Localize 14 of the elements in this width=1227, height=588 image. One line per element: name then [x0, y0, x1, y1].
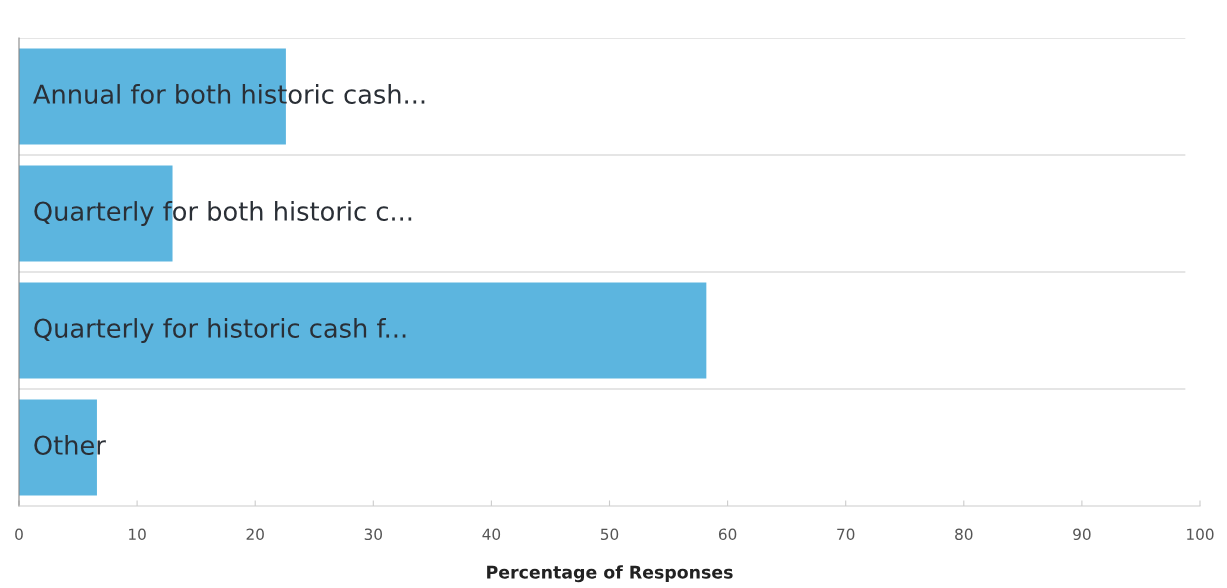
- x-tick-label: 80: [955, 528, 973, 541]
- x-tick-label: 40: [482, 528, 501, 541]
- x-tick-label: 10: [129, 528, 146, 541]
- y-tick-label: Quarterly for historic cash f...: [34, 318, 406, 343]
- x-tick-label: 50: [600, 528, 619, 541]
- x-tick-label: 60: [718, 528, 737, 541]
- x-tick-label: 90: [1073, 528, 1091, 541]
- x-axis-title: Percentage of Responses: [487, 565, 733, 583]
- x-tick-label: 0: [15, 528, 23, 541]
- x-tick-label: 100: [1187, 528, 1214, 541]
- x-tick-label: 30: [364, 528, 383, 541]
- x-tick-label: 70: [837, 528, 855, 541]
- bar: [19, 282, 707, 379]
- x-tick-label: 20: [246, 528, 264, 541]
